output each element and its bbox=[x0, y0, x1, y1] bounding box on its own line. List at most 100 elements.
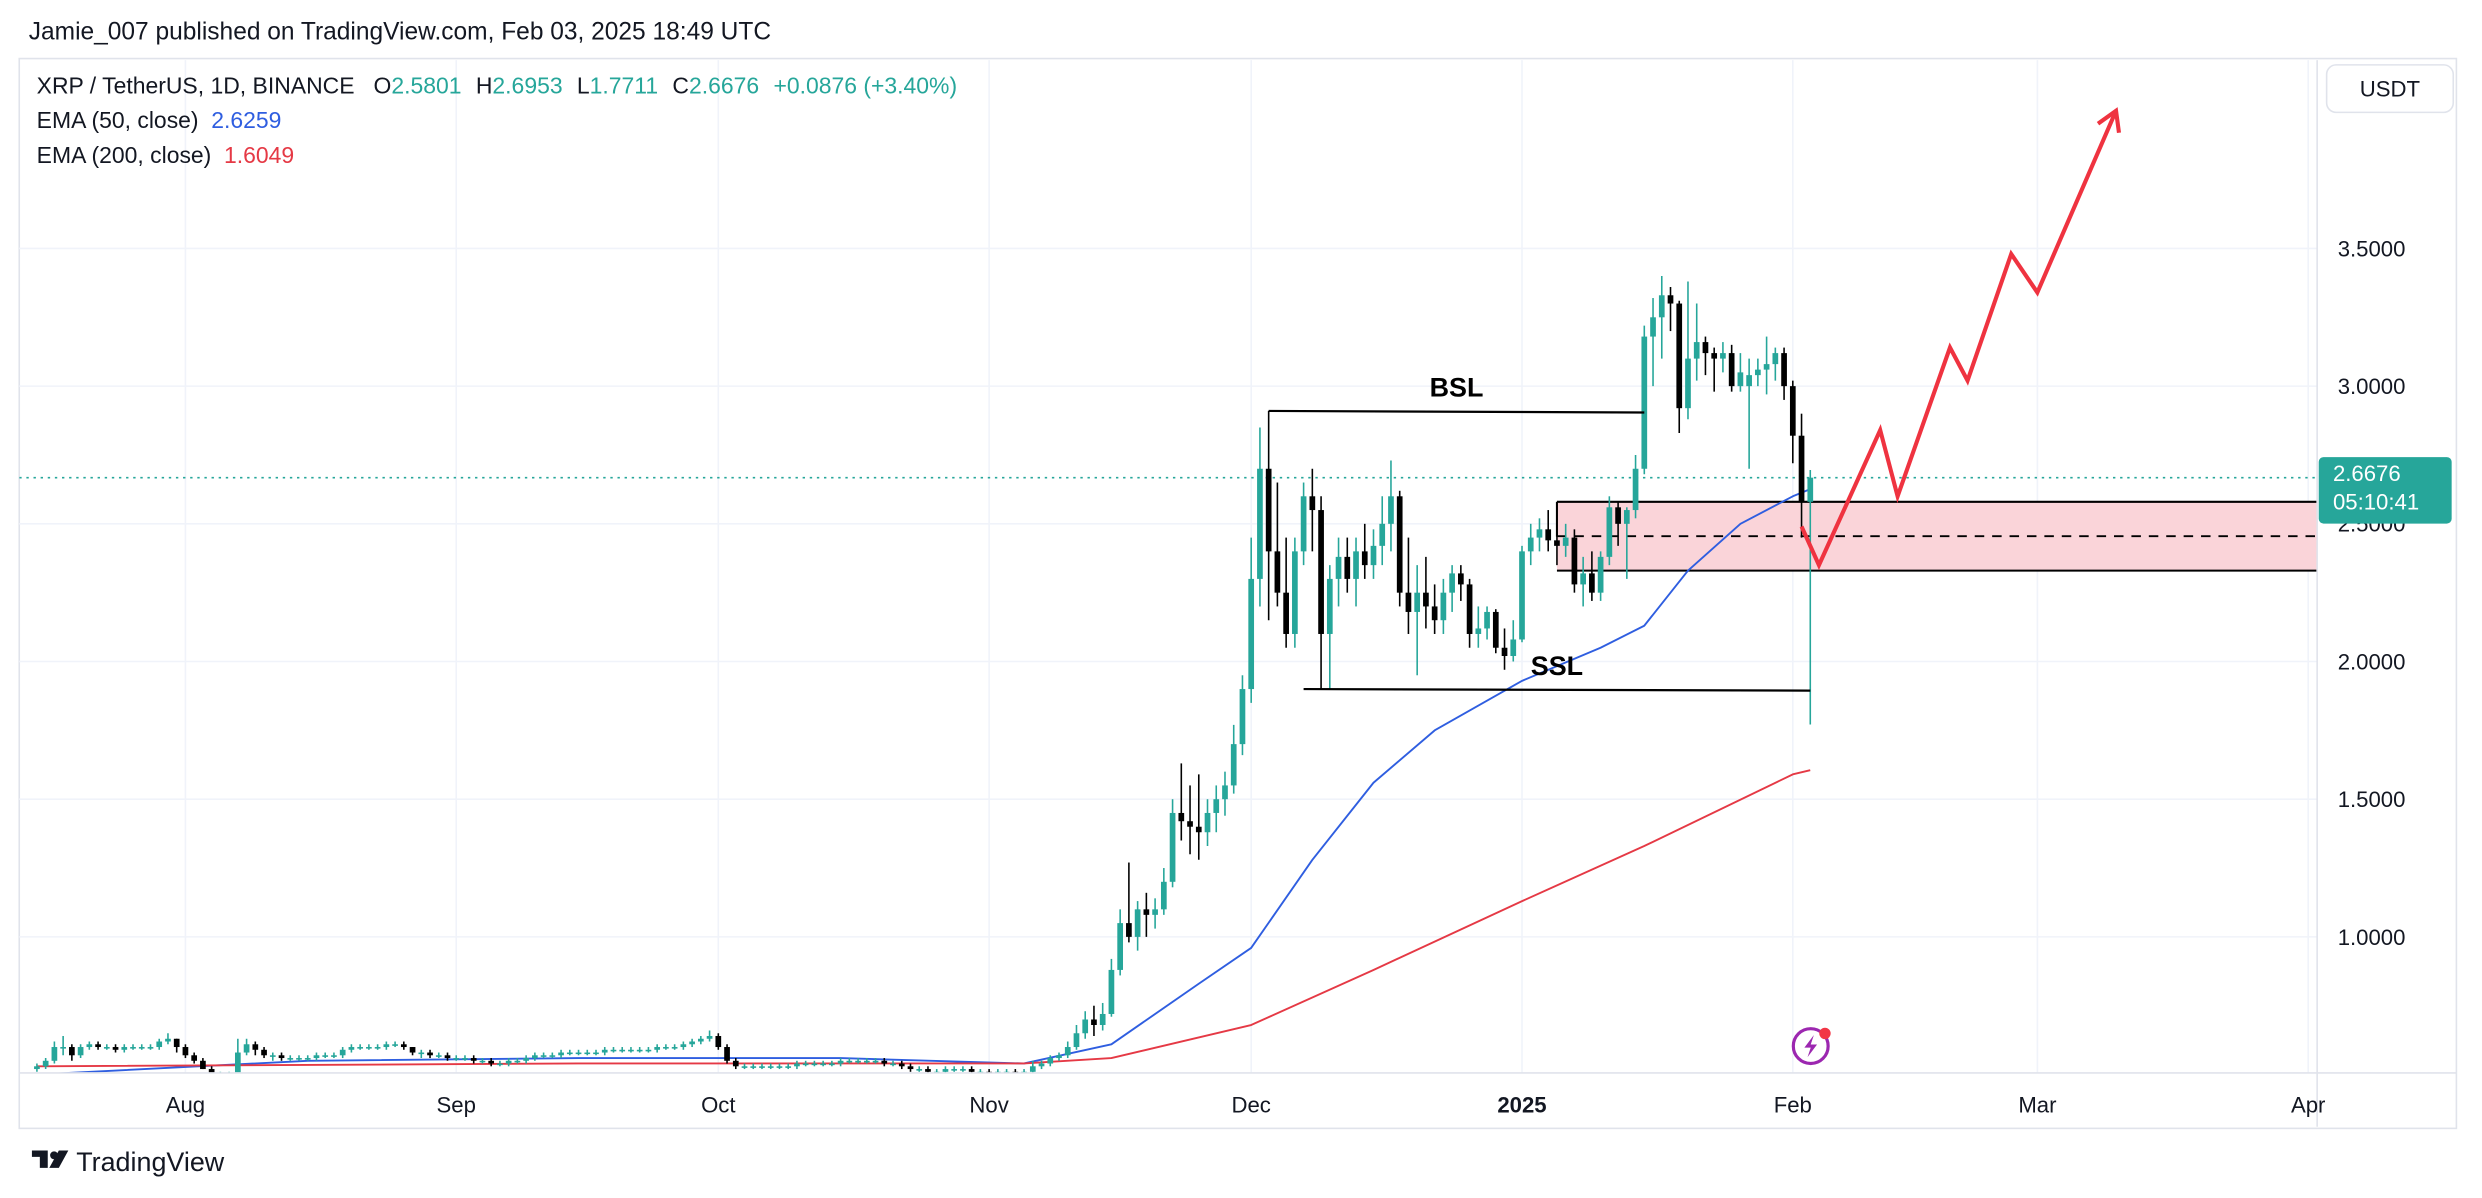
candle[interactable] bbox=[374, 1044, 381, 1050]
candle[interactable] bbox=[1405, 537, 1412, 634]
candle[interactable] bbox=[1519, 545, 1525, 643]
candle[interactable] bbox=[287, 1055, 294, 1061]
candle[interactable] bbox=[1728, 344, 1735, 392]
candle[interactable] bbox=[907, 1063, 914, 1072]
candle[interactable] bbox=[304, 1055, 311, 1061]
candle[interactable] bbox=[1711, 347, 1718, 392]
candle[interactable] bbox=[566, 1049, 573, 1056]
candle[interactable] bbox=[1702, 336, 1709, 376]
candle[interactable] bbox=[1038, 1060, 1045, 1070]
candle[interactable] bbox=[1501, 628, 1508, 670]
candle[interactable] bbox=[470, 1055, 477, 1064]
candle[interactable] bbox=[427, 1049, 433, 1059]
candle[interactable] bbox=[51, 1041, 58, 1064]
candle[interactable] bbox=[689, 1038, 695, 1048]
candle[interactable] bbox=[1554, 532, 1560, 566]
candle[interactable] bbox=[1361, 523, 1368, 579]
candle[interactable] bbox=[549, 1052, 556, 1059]
candle[interactable] bbox=[1781, 347, 1787, 400]
ssl-line[interactable] bbox=[1303, 687, 1811, 692]
candle[interactable] bbox=[1746, 358, 1752, 469]
candle[interactable] bbox=[1143, 892, 1150, 937]
legend-ema50[interactable]: EMA (50, close) 2.6259 bbox=[37, 107, 282, 133]
candle[interactable] bbox=[1318, 496, 1324, 690]
candle[interactable] bbox=[942, 1066, 949, 1074]
candle[interactable] bbox=[802, 1060, 809, 1067]
candle[interactable] bbox=[383, 1041, 390, 1050]
candle[interactable] bbox=[1126, 862, 1132, 943]
candle[interactable] bbox=[269, 1052, 276, 1061]
candle[interactable] bbox=[1798, 413, 1805, 538]
candle[interactable] bbox=[278, 1052, 285, 1061]
currency-button[interactable]: USDT bbox=[2325, 64, 2455, 114]
candle[interactable] bbox=[968, 1066, 975, 1074]
projection-path[interactable] bbox=[1799, 109, 2118, 571]
candle[interactable] bbox=[575, 1049, 582, 1056]
candle[interactable] bbox=[1370, 529, 1377, 579]
candle[interactable] bbox=[86, 1041, 93, 1050]
candle[interactable] bbox=[523, 1055, 529, 1064]
candle[interactable] bbox=[479, 1058, 486, 1064]
candle[interactable] bbox=[776, 1063, 783, 1070]
candle[interactable] bbox=[69, 1044, 75, 1061]
candle[interactable] bbox=[1265, 410, 1272, 621]
candle[interactable] bbox=[322, 1052, 329, 1059]
candle[interactable] bbox=[435, 1052, 442, 1059]
candle[interactable] bbox=[1676, 300, 1683, 433]
candle[interactable] bbox=[820, 1060, 826, 1067]
candle[interactable] bbox=[1807, 470, 1814, 725]
candle[interactable] bbox=[872, 1058, 879, 1064]
candle[interactable] bbox=[1047, 1055, 1054, 1067]
candle[interactable] bbox=[488, 1058, 495, 1067]
candle[interactable] bbox=[837, 1058, 844, 1067]
candle[interactable] bbox=[348, 1044, 355, 1053]
candle[interactable] bbox=[715, 1033, 722, 1050]
candle[interactable] bbox=[497, 1060, 503, 1067]
candle[interactable] bbox=[1292, 537, 1298, 648]
candle[interactable] bbox=[1248, 537, 1255, 703]
candle[interactable] bbox=[392, 1041, 398, 1048]
candle[interactable] bbox=[601, 1047, 608, 1056]
candle[interactable] bbox=[1667, 287, 1674, 332]
candle[interactable] bbox=[1274, 482, 1281, 607]
candle[interactable] bbox=[724, 1044, 730, 1064]
candle[interactable] bbox=[505, 1058, 512, 1067]
candle[interactable] bbox=[1056, 1052, 1062, 1061]
candle[interactable] bbox=[34, 1063, 40, 1072]
candle[interactable] bbox=[200, 1058, 206, 1070]
candle[interactable] bbox=[418, 1049, 425, 1059]
candle[interactable] bbox=[147, 1044, 154, 1050]
candle[interactable] bbox=[138, 1044, 145, 1050]
candle[interactable] bbox=[1580, 556, 1586, 607]
candle[interactable] bbox=[1195, 774, 1202, 860]
candle[interactable] bbox=[697, 1036, 704, 1045]
candle[interactable] bbox=[60, 1036, 66, 1056]
candle[interactable] bbox=[1326, 565, 1333, 690]
candle[interactable] bbox=[628, 1047, 634, 1053]
candle[interactable] bbox=[173, 1038, 180, 1053]
candle[interactable] bbox=[1737, 353, 1744, 392]
candle[interactable] bbox=[636, 1047, 643, 1053]
candle[interactable] bbox=[1650, 298, 1656, 387]
candle[interactable] bbox=[1685, 281, 1691, 420]
candle[interactable] bbox=[1423, 556, 1429, 629]
candle[interactable] bbox=[234, 1038, 241, 1078]
candle[interactable] bbox=[1222, 771, 1228, 816]
candle[interactable] bbox=[1353, 537, 1359, 607]
candle[interactable] bbox=[42, 1058, 49, 1070]
candle[interactable] bbox=[680, 1041, 687, 1050]
candle[interactable] bbox=[794, 1060, 800, 1070]
candle[interactable] bbox=[1335, 537, 1342, 607]
candle[interactable] bbox=[1466, 578, 1473, 648]
candle[interactable] bbox=[208, 1066, 215, 1074]
candle[interactable] bbox=[1117, 909, 1124, 976]
candle[interactable] bbox=[558, 1049, 564, 1059]
candle[interactable] bbox=[1187, 785, 1193, 855]
candle[interactable] bbox=[444, 1052, 451, 1061]
candle[interactable] bbox=[1449, 565, 1455, 612]
legend-ema200[interactable]: EMA (200, close) 1.6049 bbox=[37, 142, 295, 168]
candle[interactable] bbox=[732, 1058, 739, 1070]
candle[interactable] bbox=[1379, 496, 1386, 566]
candle[interactable] bbox=[654, 1044, 661, 1053]
candle[interactable] bbox=[925, 1066, 931, 1074]
